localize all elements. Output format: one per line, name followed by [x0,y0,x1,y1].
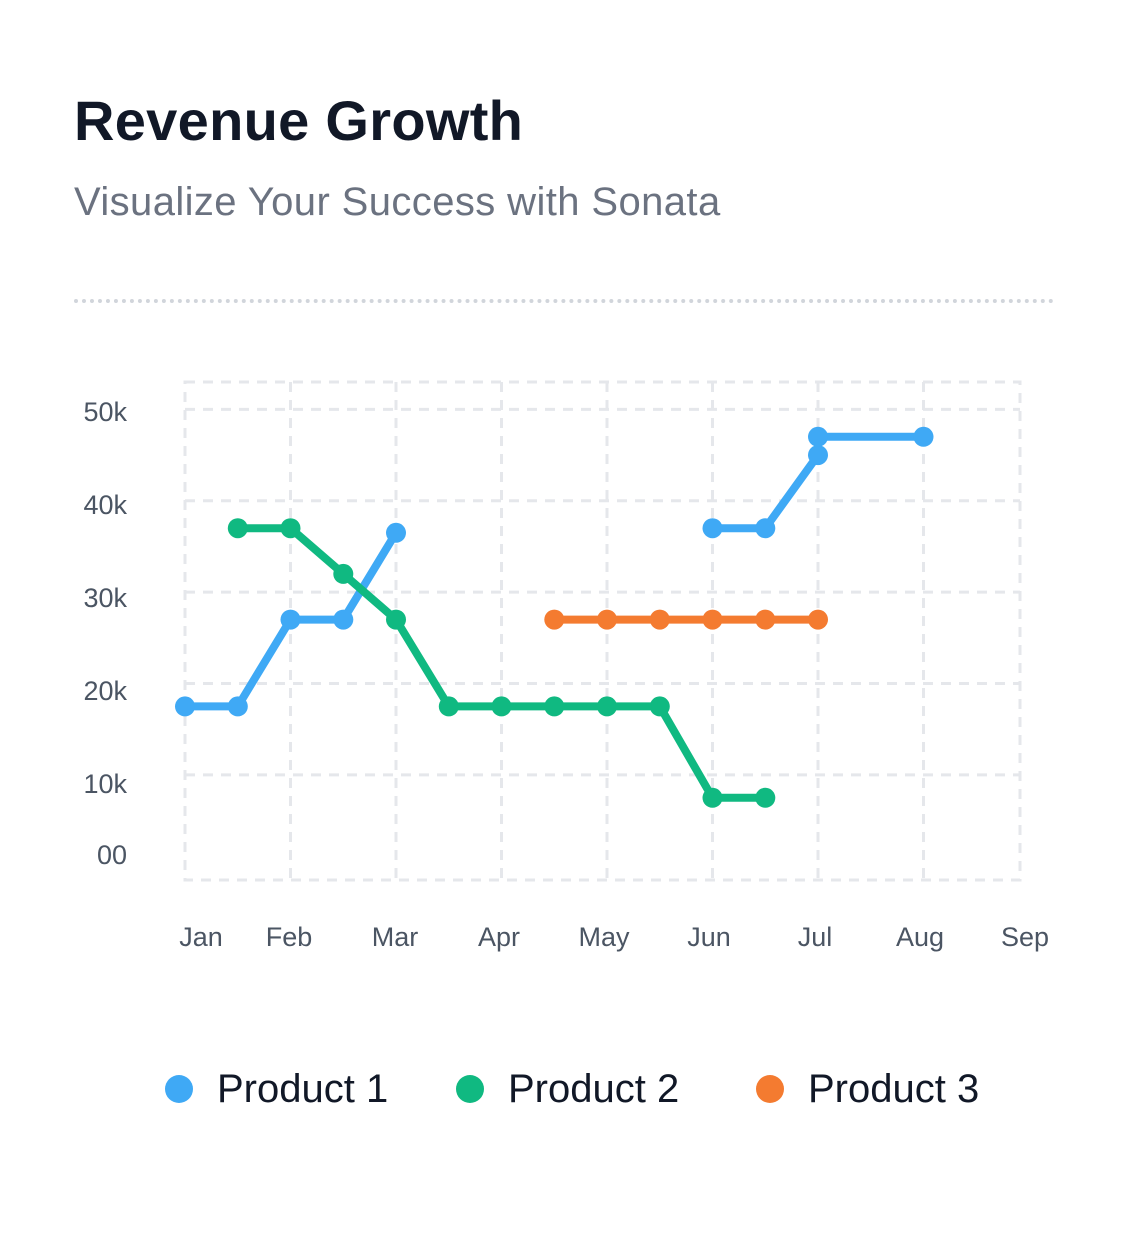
x-tick-label: Jul [798,922,833,952]
product-2-point [544,696,565,717]
legend-item-product-2[interactable]: Product 2 [456,1064,679,1114]
plot-border [183,380,1022,882]
y-tick-label: 30k [83,583,127,613]
product-1-point [333,609,354,630]
product-2-point [597,696,617,717]
product-1-point [227,696,248,717]
dotted-divider [74,299,1054,303]
legend-item-product-3[interactable]: Product 3 [756,1064,979,1114]
legend-dot-icon [165,1075,193,1103]
product-2-point [491,696,512,717]
y-tick-label: 40k [83,490,127,520]
product-3-point [755,609,776,630]
product-1-point [175,696,195,717]
product-1-point [755,518,776,539]
product-2-point [280,518,301,539]
series-points [175,426,934,808]
product-2-point [227,518,248,539]
y-tick-label: 20k [83,676,127,706]
chart-subtitle: Visualize Your Success with Sonata [74,180,721,224]
line-chart: 00 10k 20k 30k 40k 50k Jan Feb Mar Apr May Jun Jul A… [83,380,1049,952]
product-1-point [808,445,828,466]
legend-label: Product 3 [808,1066,980,1111]
x-tick-label: May [578,922,630,952]
product-3-point [544,609,565,630]
y-axis-ticks: 00 10k 20k 30k 40k 50k [83,397,127,870]
x-tick-label: Aug [896,922,944,952]
legend-dot-icon [456,1075,484,1103]
product-2-point [755,787,776,808]
x-tick-label: Mar [372,922,419,952]
product-1-point [702,518,723,539]
legend-item-product-1[interactable]: Product 1 [165,1064,388,1114]
product-3-point [597,609,617,630]
x-tick-label: Apr [478,922,520,952]
x-axis-ticks: Jan Feb Mar Apr May Jun Jul Aug Sep [179,922,1049,952]
chart-legend: Product 1 Product 2 Product 3 [0,1064,1125,1114]
y-tick-label: 50k [83,397,127,427]
chart-grid [183,380,1022,882]
y-tick-label: 00 [97,840,127,870]
product-1-point [386,522,406,543]
product-1-point [280,609,301,630]
chart-title: Revenue Growth [74,89,524,152]
x-tick-label: Sep [1001,922,1049,952]
product-2-point [386,609,406,630]
y-tick-label: 10k [83,769,127,799]
product-3-point [702,609,723,630]
legend-label: Product 2 [508,1066,680,1111]
x-tick-label: Jun [687,922,731,952]
legend-dot-icon [756,1075,784,1103]
product-1-point [913,426,934,447]
product-3-point [808,609,828,630]
product-1-point [808,426,828,447]
x-tick-label: Jan [179,922,223,952]
legend-label: Product 1 [217,1066,389,1111]
product-2-point [649,696,670,717]
product-2-point [702,787,723,808]
product-2-point [333,563,354,584]
x-tick-label: Feb [266,922,313,952]
product-3-point [649,609,670,630]
product-2-point [438,696,459,717]
